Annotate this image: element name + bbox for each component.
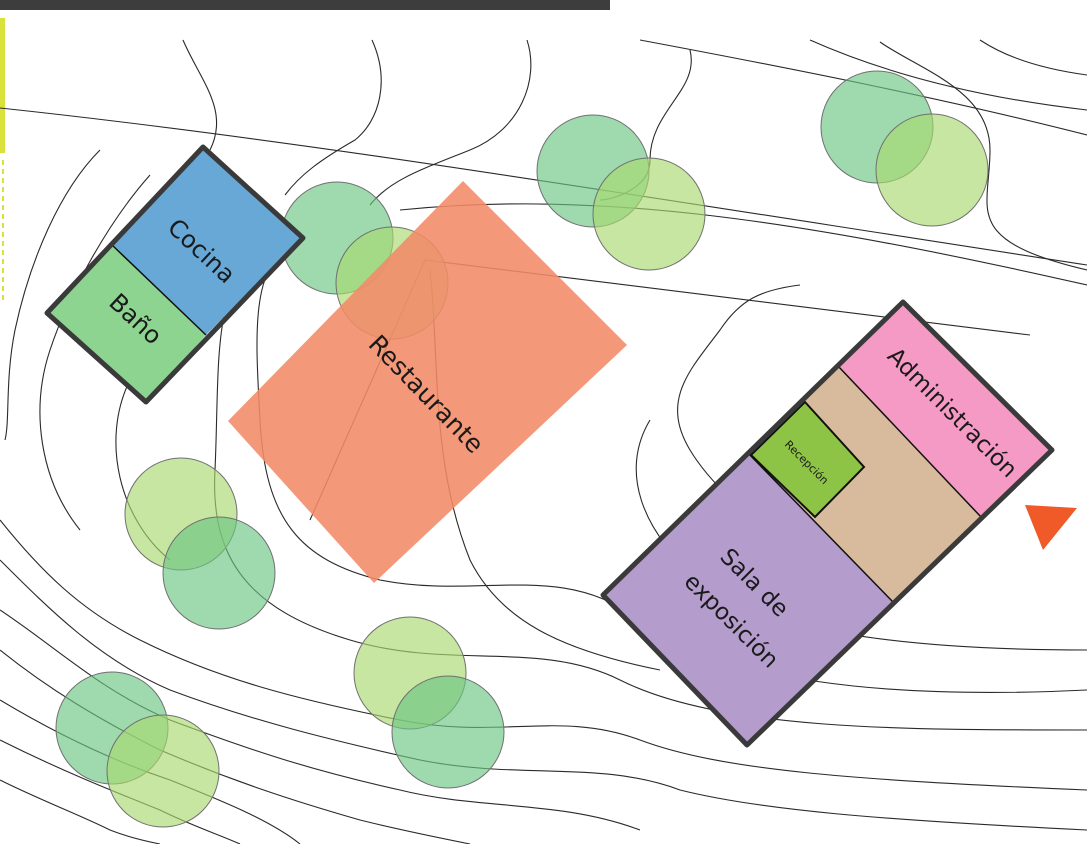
restaurant-zone xyxy=(228,181,627,583)
reception-zone xyxy=(749,400,866,519)
tree xyxy=(106,714,220,828)
margin-guide xyxy=(0,18,5,300)
triangle-arrow-icon xyxy=(1025,505,1077,550)
kitchen-bathroom-block: Cocina Baño xyxy=(44,144,306,405)
tree xyxy=(391,675,505,789)
bathroom-zone xyxy=(47,244,206,402)
tree xyxy=(592,157,706,271)
exhibition-building: Administración Recepción Sala de exposic… xyxy=(600,299,1055,748)
administration-zone xyxy=(838,302,1052,518)
header-bar xyxy=(0,0,610,10)
tree xyxy=(162,516,276,630)
tree xyxy=(875,113,989,227)
